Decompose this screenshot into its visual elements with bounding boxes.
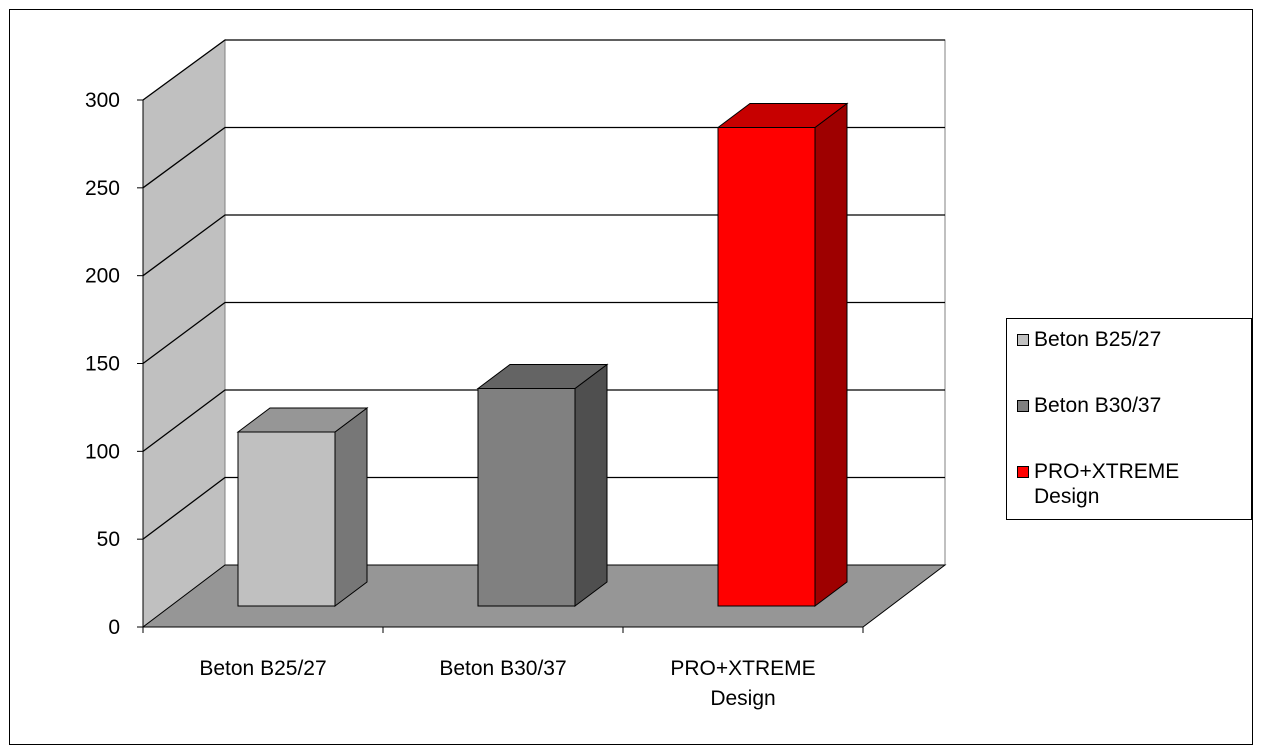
bar [236, 407, 369, 607]
gridlines [142, 39, 945, 540]
bar-side [574, 363, 608, 607]
legend-swatch [1017, 334, 1029, 346]
x-tick-label: Beton B30/37 [439, 657, 566, 680]
x-tick-label: Design [710, 687, 775, 710]
bar [716, 102, 849, 607]
gridline [142, 214, 945, 277]
legend-label: Beton B30/37 [1034, 394, 1162, 417]
bar-front [717, 127, 816, 607]
legend-swatch [1017, 400, 1029, 412]
y-tick-label: 100 [85, 440, 120, 463]
x-tick-label: Beton B25/27 [199, 657, 326, 680]
gridline [142, 126, 945, 189]
x-tick-label: PRO+XTREME [670, 657, 815, 680]
gridline [142, 389, 945, 452]
gridline [142, 39, 945, 101]
bar-front [237, 431, 336, 607]
y-tick-label: 50 [97, 528, 120, 551]
gridline [142, 476, 945, 540]
y-tick-label: 0 [108, 616, 120, 639]
legend-item: Beton B30/37 [1017, 393, 1224, 418]
bars [236, 102, 849, 607]
y-tick-label: 250 [85, 177, 120, 200]
y-tick-label: 300 [85, 89, 120, 112]
bar-front [477, 388, 576, 607]
gridline [142, 301, 945, 365]
legend-swatch [1017, 466, 1029, 478]
legend-item: PRO+XTREME Design [1017, 459, 1224, 509]
y-tick-label: 150 [85, 353, 120, 376]
legend: Beton B25/27 Beton B30/37 PRO+XTREME Desig… [1006, 318, 1252, 520]
y-tick-label: 200 [85, 265, 120, 288]
axes [137, 99, 864, 633]
bar-side [334, 407, 368, 607]
x-tick-labels: Beton B25/27 Beton B30/37 PRO+XTREME Design [199, 657, 815, 710]
legend-label: Beton B25/27 [1034, 328, 1162, 351]
y-tick-labels: 0 50 100 150 200 250 300 [85, 89, 120, 639]
bar [476, 363, 609, 607]
legend-item: Beton B25/27 [1017, 327, 1224, 352]
legend-label: PRO+XTREME Design [1034, 460, 1180, 508]
bar-side [814, 102, 848, 607]
